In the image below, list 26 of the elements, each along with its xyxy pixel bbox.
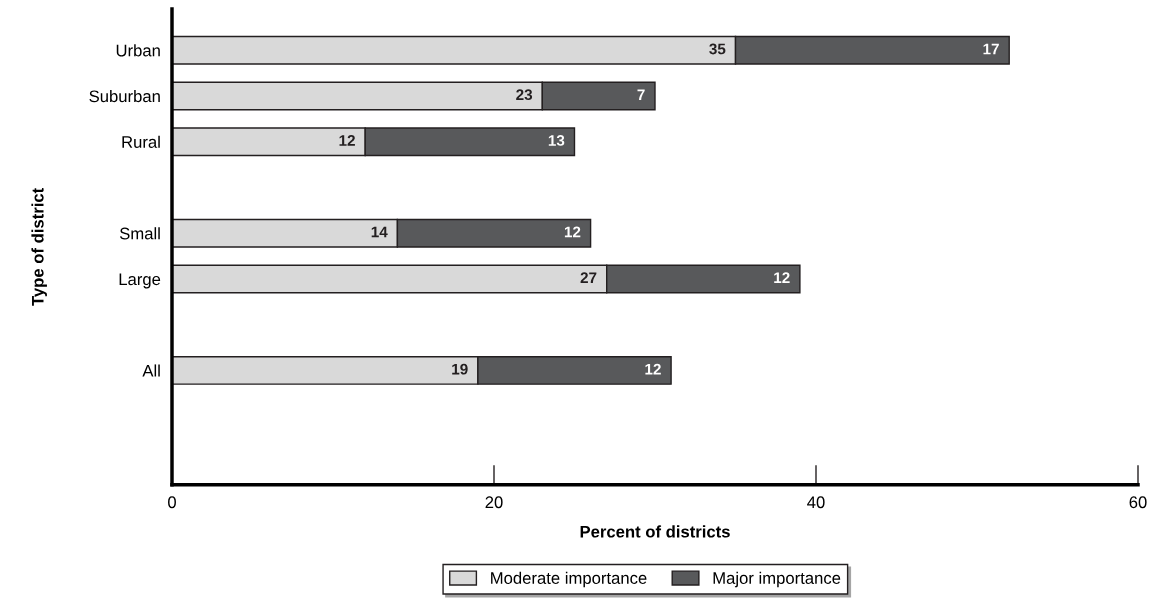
x-tick-label: 20	[485, 496, 503, 509]
y-tick-label: Large	[119, 273, 161, 289]
data-label: 12	[564, 226, 581, 238]
x-tick-label: 60	[1129, 496, 1147, 509]
data-label: 23	[516, 89, 533, 101]
legend-label: Major importance	[713, 571, 841, 588]
x-axis-title: Percent of districts	[580, 525, 730, 538]
data-label: 14	[371, 226, 388, 238]
y-tick-label: Urban	[116, 44, 160, 57]
data-label: 12	[774, 272, 790, 283]
y-tick-label: All	[142, 364, 160, 377]
data-label: 12	[339, 135, 355, 146]
y-axis-title: Type of district	[31, 188, 47, 306]
data-label: 27	[580, 272, 597, 283]
data-label: 19	[452, 363, 468, 375]
y-tick-label: Suburban	[89, 89, 160, 103]
x-tick-label: 40	[807, 496, 825, 509]
y-tick-label: Rural	[122, 135, 160, 148]
data-label: 35	[709, 43, 726, 55]
legend-label: Moderate importance	[491, 571, 647, 588]
x-tick-label: 0	[168, 496, 176, 509]
data-label: 12	[645, 363, 661, 375]
data-label: 17	[983, 43, 999, 55]
data-label: 13	[548, 135, 565, 146]
data-label: 7	[637, 89, 645, 100]
y-tick-label: Small	[119, 227, 160, 240]
